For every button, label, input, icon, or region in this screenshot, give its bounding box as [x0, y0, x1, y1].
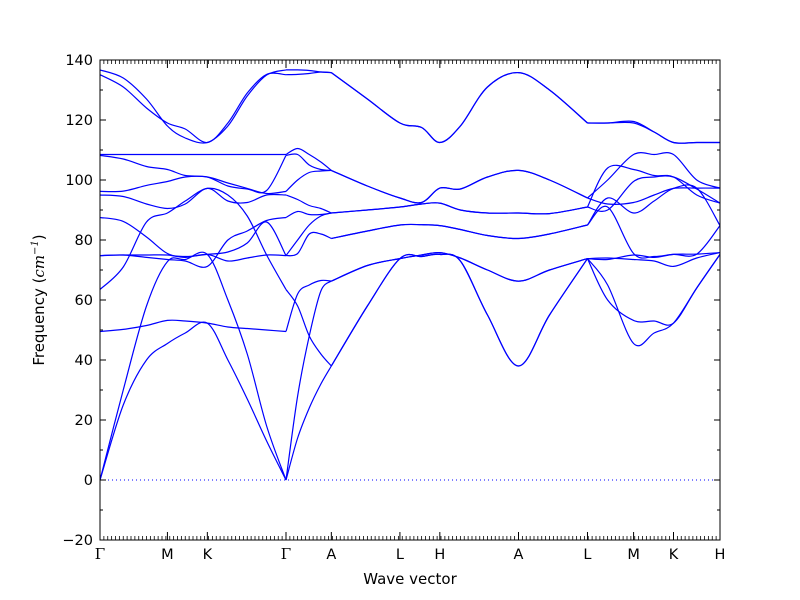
- plot-frame: [99, 59, 721, 541]
- y-axis-label: Frequency (cm−1): [30, 234, 48, 365]
- band-line: [587, 175, 721, 212]
- band-line: [99, 319, 287, 333]
- y-tick-label: 40: [75, 353, 93, 369]
- band-line: [99, 175, 287, 195]
- band-line: [587, 187, 721, 205]
- band-line: [587, 121, 720, 144]
- x-tick-label: L: [583, 547, 591, 563]
- x-tick-label: M: [627, 547, 640, 563]
- y-axis-label-prefix: Frequency (: [30, 278, 48, 366]
- y-tick-label: 0: [84, 473, 93, 489]
- band-line: [331, 202, 588, 215]
- band-line: [331, 202, 588, 215]
- y-tick-label: 140: [65, 53, 93, 69]
- band-line: [331, 223, 588, 240]
- y-tick-label: 80: [75, 233, 93, 249]
- x-tick-label: M: [161, 547, 174, 563]
- band-line: [331, 251, 588, 282]
- y-tick-label: 20: [75, 413, 93, 429]
- x-tick-label: Γ: [281, 545, 291, 563]
- band-line: [99, 251, 287, 481]
- band-line: [285, 69, 332, 74]
- band-line: [331, 251, 588, 282]
- band-line: [285, 210, 332, 219]
- y-axis-label-suffix: ): [30, 234, 48, 240]
- band-line: [285, 194, 332, 214]
- band-line: [285, 231, 332, 257]
- x-tick-label: H: [715, 547, 726, 563]
- x-tick-label: K: [669, 547, 679, 563]
- band-line: [330, 253, 588, 367]
- band-line: [285, 169, 332, 192]
- band-line: [285, 289, 332, 367]
- band-line: [587, 252, 721, 268]
- x-tick-label: A: [514, 547, 524, 563]
- y-tick-label: −20: [62, 533, 93, 549]
- x-tick-label: K: [203, 547, 213, 563]
- band-line: [587, 205, 721, 259]
- band-line: [330, 71, 588, 144]
- band-line: [99, 216, 287, 268]
- band-line: [586, 254, 721, 326]
- band-line: [586, 164, 721, 208]
- band-line: [99, 216, 287, 258]
- band-line: [99, 72, 287, 144]
- band-line: [330, 253, 588, 367]
- band-line: [285, 279, 332, 332]
- band-line: [99, 154, 287, 194]
- y-tick-label: 60: [75, 293, 93, 309]
- band-line: [587, 152, 721, 199]
- x-tick-label: A: [326, 547, 336, 563]
- band-line: [285, 147, 332, 171]
- x-tick-label: Γ: [95, 545, 105, 563]
- y-axis-label-unit: cm: [30, 255, 48, 278]
- y-axis-label-exponent: −1: [30, 240, 41, 255]
- band-line: [285, 365, 332, 481]
- band-line: [99, 321, 287, 481]
- band-line: [331, 169, 588, 204]
- band-line: [331, 223, 588, 240]
- x-axis-label: Wave vector: [363, 570, 457, 588]
- band-lines: [99, 69, 721, 481]
- band-line: [285, 153, 332, 171]
- band-line: [99, 69, 287, 144]
- x-tick-label: H: [434, 547, 445, 563]
- y-axis-ticks: −20 0 20 40 60 80 100 120 140: [62, 53, 720, 549]
- band-line: [330, 71, 588, 144]
- band-line: [99, 187, 287, 210]
- band-line: [587, 120, 720, 144]
- band-line: [99, 187, 287, 290]
- y-tick-label: 120: [65, 113, 93, 129]
- band-line: [285, 280, 332, 481]
- x-tick-label: L: [396, 547, 404, 563]
- y-tick-label: 100: [65, 173, 93, 189]
